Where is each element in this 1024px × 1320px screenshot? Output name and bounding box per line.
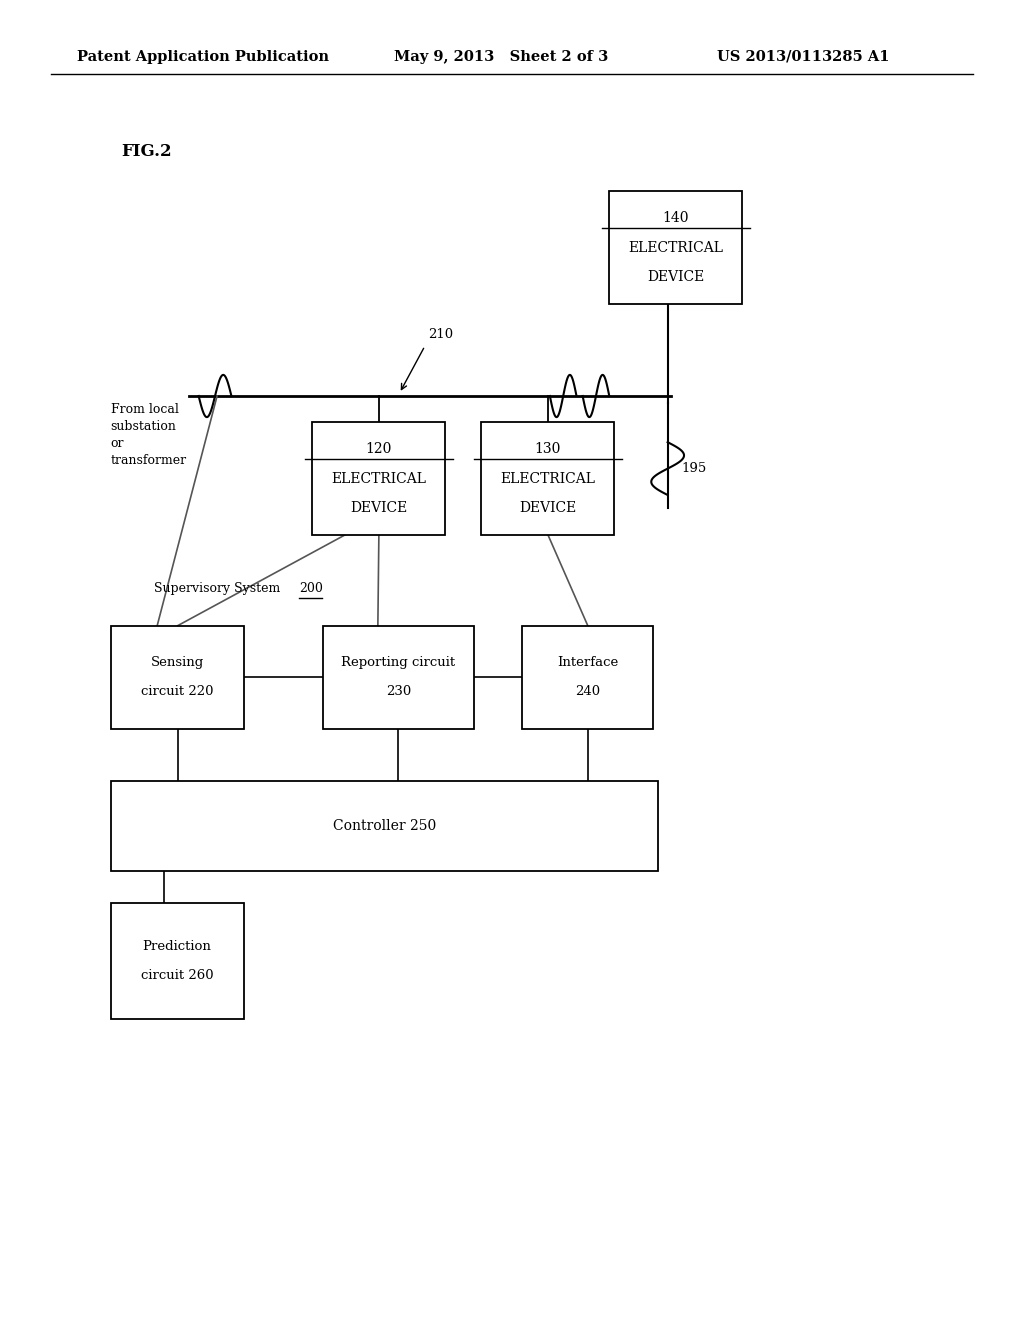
Text: 130: 130 (535, 442, 561, 457)
Text: 200: 200 (299, 582, 323, 595)
Text: ELECTRICAL: ELECTRICAL (629, 240, 723, 255)
Text: US 2013/0113285 A1: US 2013/0113285 A1 (717, 50, 889, 63)
Text: Sensing: Sensing (151, 656, 204, 669)
Bar (111, 903, 244, 1019)
Text: 120: 120 (366, 442, 392, 457)
Bar (522, 626, 653, 729)
Text: circuit 260: circuit 260 (141, 969, 213, 982)
Text: ELECTRICAL: ELECTRICAL (501, 471, 595, 486)
Text: Controller 250: Controller 250 (333, 820, 436, 833)
Text: DEVICE: DEVICE (519, 500, 577, 515)
Text: DEVICE: DEVICE (647, 269, 705, 284)
Text: Prediction: Prediction (142, 940, 212, 953)
Bar (111, 626, 244, 729)
Bar (323, 626, 474, 729)
Text: 195: 195 (681, 462, 707, 475)
Bar (312, 422, 445, 535)
Text: From local
substation
or
transformer: From local substation or transformer (111, 403, 186, 466)
Text: circuit 220: circuit 220 (141, 685, 213, 698)
Text: May 9, 2013   Sheet 2 of 3: May 9, 2013 Sheet 2 of 3 (394, 50, 608, 63)
Text: FIG.2: FIG.2 (121, 144, 171, 160)
Text: DEVICE: DEVICE (350, 500, 408, 515)
Text: 240: 240 (575, 685, 600, 698)
Bar (111, 781, 658, 871)
Text: Reporting circuit: Reporting circuit (341, 656, 456, 669)
Text: Supervisory System: Supervisory System (154, 582, 284, 595)
Text: 230: 230 (386, 685, 411, 698)
Text: 210: 210 (428, 327, 454, 341)
Bar (609, 191, 742, 304)
Text: Patent Application Publication: Patent Application Publication (77, 50, 329, 63)
Text: 140: 140 (663, 211, 689, 226)
Text: Interface: Interface (557, 656, 618, 669)
Text: ELECTRICAL: ELECTRICAL (332, 471, 426, 486)
Bar (481, 422, 614, 535)
